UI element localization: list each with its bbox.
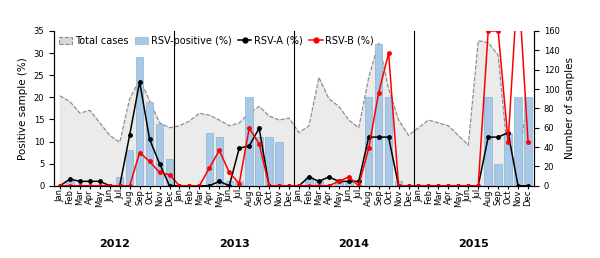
Bar: [226, 181, 233, 186]
Bar: [315, 181, 323, 186]
Bar: [365, 97, 373, 186]
Text: 2014: 2014: [338, 239, 369, 248]
Bar: [66, 181, 74, 186]
Bar: [385, 97, 392, 186]
Bar: [116, 177, 124, 186]
Bar: [146, 102, 154, 186]
Bar: [245, 97, 253, 186]
Bar: [395, 181, 402, 186]
Bar: [505, 133, 512, 186]
Bar: [524, 97, 532, 186]
Text: 2013: 2013: [219, 239, 250, 248]
Bar: [235, 181, 243, 186]
Bar: [514, 97, 522, 186]
Bar: [156, 124, 163, 186]
Bar: [275, 142, 283, 186]
Legend: Total cases, RSV-positive (%), RSV-A (%), RSV-B (%): Total cases, RSV-positive (%), RSV-A (%)…: [59, 36, 374, 46]
Bar: [494, 164, 502, 186]
Bar: [166, 159, 173, 186]
Bar: [375, 44, 382, 186]
Bar: [126, 150, 133, 186]
Bar: [265, 137, 273, 186]
Y-axis label: Number of samples: Number of samples: [565, 57, 575, 159]
Bar: [484, 97, 492, 186]
Bar: [345, 181, 353, 186]
Bar: [335, 181, 343, 186]
Y-axis label: Positive sample (%): Positive sample (%): [18, 57, 28, 160]
Bar: [256, 137, 263, 186]
Bar: [206, 133, 213, 186]
Text: 2015: 2015: [458, 239, 488, 248]
Bar: [215, 137, 223, 186]
Bar: [305, 177, 313, 186]
Text: 2012: 2012: [100, 239, 130, 248]
Bar: [136, 58, 143, 186]
